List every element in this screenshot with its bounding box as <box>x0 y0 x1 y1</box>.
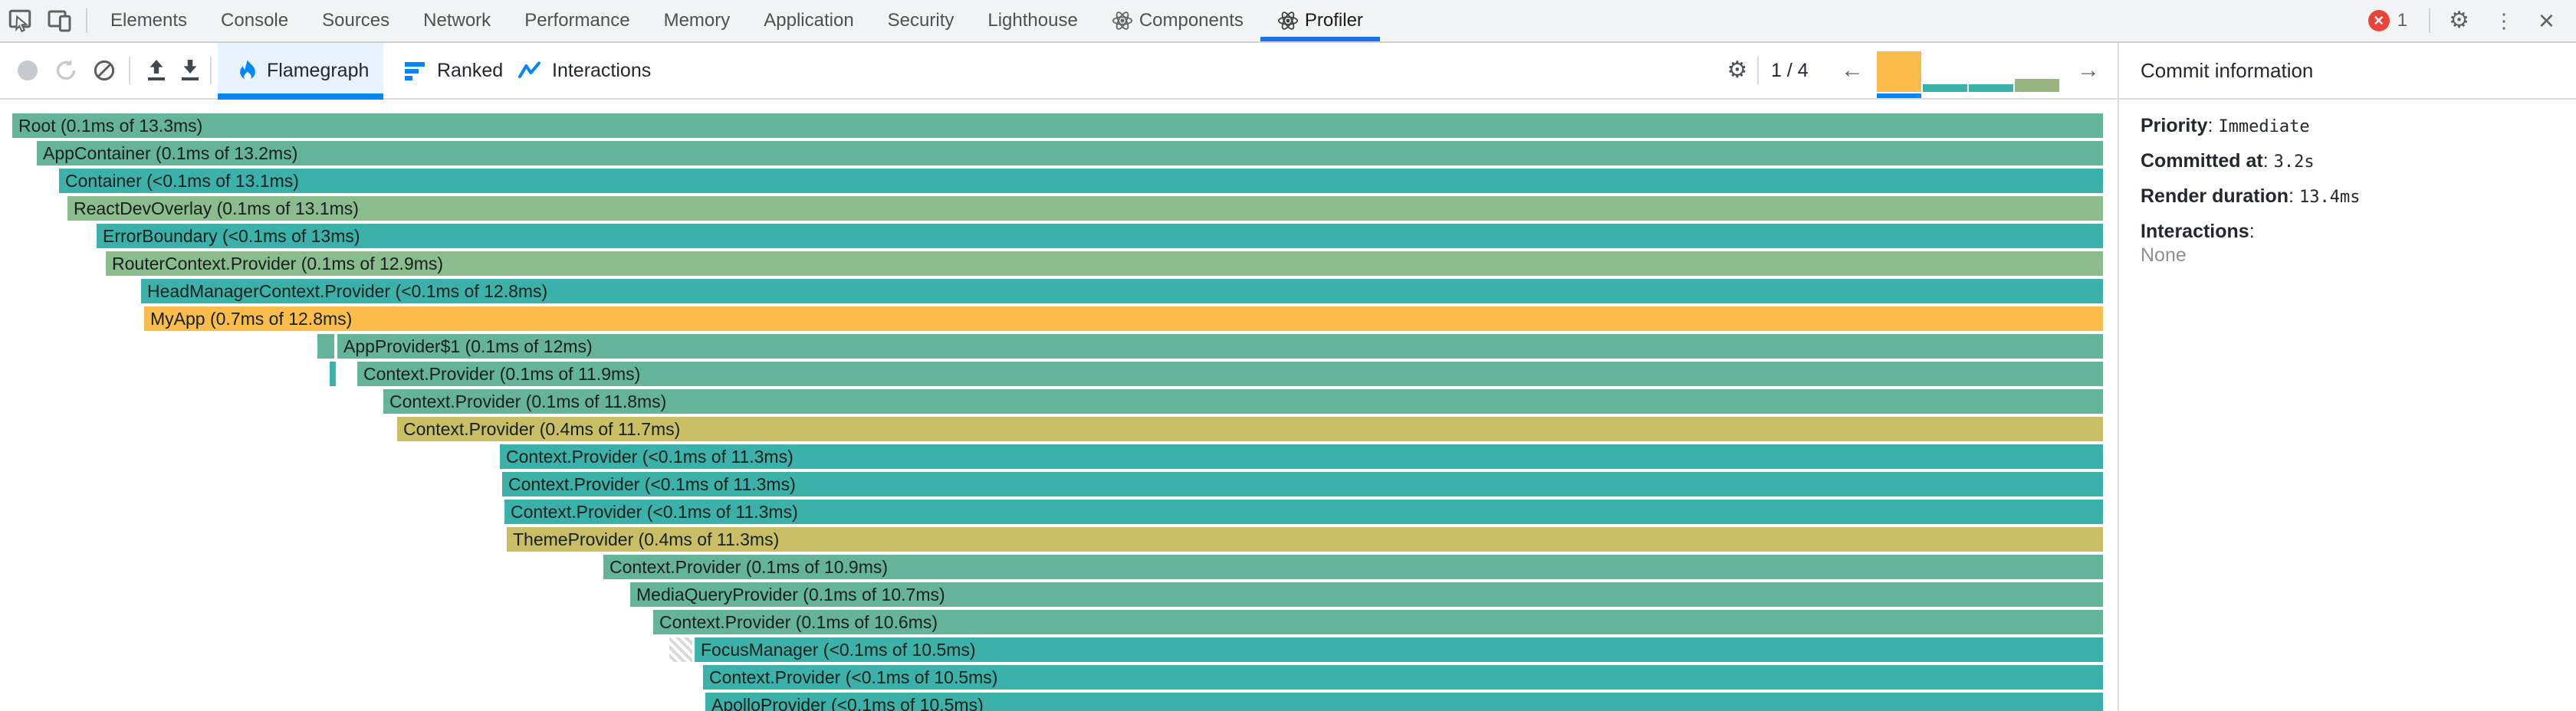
commit-position: 1 / 4 <box>1771 59 1809 81</box>
tab-ranked[interactable]: Ranked <box>393 43 515 98</box>
flame-bar[interactable]: ThemeProvider (0.4ms of 11.3ms) <box>507 527 2103 552</box>
record-button[interactable] <box>12 43 43 98</box>
inspect-element-icon[interactable] <box>0 0 40 41</box>
flame-bar[interactable]: MyApp (0.7ms of 12.8ms) <box>144 306 2103 331</box>
commit-selector <box>1877 51 2059 97</box>
flame-bar[interactable]: AppContainer (0.1ms of 13.2ms) <box>37 141 2103 165</box>
commit-bar-selected[interactable] <box>1877 51 1921 97</box>
tab-interactions[interactable]: Interactions <box>506 43 663 98</box>
flame-bar[interactable]: RouterContext.Provider (0.1ms of 12.9ms) <box>106 251 2103 276</box>
commit-info-committed-at: Committed at: 3.2s <box>2141 150 2315 172</box>
tab-profiler[interactable]: Profiler <box>1260 0 1380 41</box>
tab-components[interactable]: Components <box>1095 0 1260 41</box>
flame-bar[interactable]: Context.Provider (0.1ms of 10.6ms) <box>653 610 2103 634</box>
prev-commit-button[interactable]: ← <box>1841 57 1864 83</box>
profiler-toolbar: Flamegraph Ranked Interactions ⚙ <box>0 43 2118 100</box>
flame-bar[interactable]: Context.Provider (<0.1ms of 11.3ms) <box>500 444 2103 469</box>
commit-info-interactions: Interactions: <box>2141 221 2255 242</box>
more-options-icon[interactable]: ⋮ <box>2493 9 2514 32</box>
clear-profiles-button[interactable] <box>89 43 120 98</box>
toolbar-separator <box>1757 57 1759 84</box>
import-profile-button[interactable] <box>141 43 172 98</box>
tab-flamegraph[interactable]: Flamegraph <box>218 43 383 100</box>
flame-block[interactable] <box>317 334 334 359</box>
export-profile-button[interactable] <box>175 43 205 98</box>
flame-bar[interactable]: AppProvider$1 (0.1ms of 12ms) <box>337 334 2103 359</box>
flame-bar[interactable]: Context.Provider (<0.1ms of 11.3ms) <box>502 472 2103 496</box>
tab-memory[interactable]: Memory <box>663 10 731 31</box>
toolbar-separator <box>129 57 130 84</box>
tab-lighthouse[interactable]: Lighthouse <box>987 10 1078 31</box>
flame-bar[interactable]: Context.Provider (<0.1ms of 10.5ms) <box>703 665 2103 690</box>
tab-console[interactable]: Console <box>221 10 289 31</box>
commit-info-panel: Commit information Priority: Immediate C… <box>2118 43 2576 711</box>
commit-info-render-duration: Render duration: 13.4ms <box>2141 185 2361 207</box>
flame-bar[interactable]: Context.Provider (<0.1ms of 11.3ms) <box>504 500 2103 524</box>
interactions-icon <box>518 61 541 80</box>
flame-bar[interactable]: MediaQueryProvider (0.1ms of 10.7ms) <box>630 582 2103 607</box>
ranked-icon <box>405 61 426 80</box>
tab-security[interactable]: Security <box>887 10 955 31</box>
flame-icon <box>239 60 256 81</box>
commit-info-title: Commit information <box>2119 43 2576 100</box>
flame-bar[interactable]: Context.Provider (0.1ms of 11.8ms) <box>383 389 2103 414</box>
error-count: 1 <box>2397 10 2408 31</box>
device-toolbar-icon[interactable] <box>40 0 80 41</box>
react-atom-icon <box>1277 10 1299 31</box>
reload-and-profile-button[interactable] <box>51 43 81 98</box>
devtools-tabbar: Elements Console Sources Network Perform… <box>0 0 2576 43</box>
flame-block[interactable] <box>330 362 336 386</box>
next-commit-button[interactable]: → <box>2077 57 2100 83</box>
commit-bar[interactable] <box>2015 79 2059 92</box>
flame-bar[interactable]: Context.Provider (0.1ms of 10.9ms) <box>603 555 2103 579</box>
flame-bar[interactable]: Context.Provider (0.1ms of 11.9ms) <box>357 362 2103 386</box>
record-circle-icon <box>18 61 38 80</box>
flame-bar[interactable]: ApolloProvider (<0.1ms of 10.5ms) <box>705 693 2103 711</box>
commit-bar[interactable] <box>1969 84 2013 92</box>
profiler-settings-gear-icon[interactable]: ⚙ <box>1727 57 1748 83</box>
tab-sources[interactable]: Sources <box>322 10 390 31</box>
flame-bar[interactable]: Root (0.1ms of 13.3ms) <box>12 113 2103 138</box>
settings-gear-icon[interactable]: ⚙ <box>2449 8 2469 33</box>
flamegraph: Root (0.1ms of 13.3ms) AppContainer (0.1m… <box>0 100 2118 711</box>
tab-elements[interactable]: Elements <box>110 10 188 31</box>
flame-bar[interactable]: HeadManagerContext.Provider (<0.1ms of 1… <box>141 279 2103 303</box>
close-icon[interactable]: × <box>2538 5 2555 36</box>
tab-performance[interactable]: Performance <box>524 10 630 31</box>
commit-info-priority: Priority: Immediate <box>2141 115 2310 136</box>
tabbar-separator <box>2429 8 2431 33</box>
react-atom-icon <box>1112 10 1133 31</box>
flame-block-did-not-render[interactable] <box>669 637 692 662</box>
flame-bar[interactable]: Context.Provider (0.4ms of 11.7ms) <box>397 417 2103 441</box>
interactions-none: None <box>2141 244 2187 266</box>
tab-network[interactable]: Network <box>423 10 491 31</box>
flame-bar[interactable]: Container (<0.1ms of 13.1ms) <box>59 169 2103 193</box>
toolbar-separator <box>210 57 212 84</box>
error-badge-icon[interactable]: × <box>2367 10 2390 31</box>
flame-bar[interactable]: FocusManager (<0.1ms of 10.5ms) <box>695 637 2103 662</box>
commit-bar[interactable] <box>1923 84 1967 92</box>
tabbar-separator <box>86 8 87 33</box>
flame-bar[interactable]: ErrorBoundary (<0.1ms of 13ms) <box>97 224 2103 248</box>
tab-application[interactable]: Application <box>764 10 854 31</box>
flame-bar[interactable]: ReactDevOverlay (0.1ms of 13.1ms) <box>67 196 2103 221</box>
